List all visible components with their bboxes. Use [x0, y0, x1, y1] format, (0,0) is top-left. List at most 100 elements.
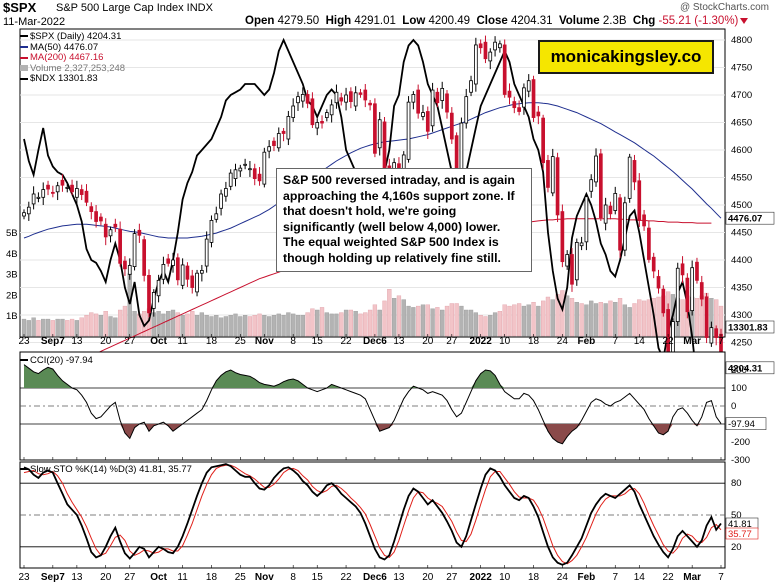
- volume-value: 2.3B: [602, 15, 627, 27]
- candle-body: [214, 213, 219, 220]
- volume-bar: [31, 317, 36, 337]
- volume-bar: [214, 315, 219, 337]
- price-tick-label: 4550: [731, 173, 752, 184]
- volume-bar: [122, 305, 128, 337]
- candle-body: [142, 239, 147, 276]
- candle-body: [84, 190, 89, 203]
- volume-bar: [492, 312, 498, 337]
- volume-tick-label: 3B: [6, 270, 18, 281]
- volume-bar: [565, 295, 570, 337]
- candle-body: [377, 119, 382, 149]
- candle-body: [459, 122, 464, 173]
- candle-body: [166, 258, 171, 264]
- volume-bar: [93, 313, 99, 337]
- date-tick-label: 22: [663, 572, 675, 583]
- date-tick-label: 8: [290, 572, 296, 583]
- candle-body: [123, 260, 127, 270]
- candle-body: [55, 185, 60, 193]
- sto-tick-label: 80: [731, 478, 742, 489]
- volume-bar: [526, 304, 531, 337]
- candle-body: [180, 264, 185, 286]
- price-axes: 4476.07 4204.31 13301.83: [725, 211, 775, 374]
- volume-bar: [286, 312, 291, 337]
- price-tick-label: 4400: [731, 255, 752, 266]
- candle-body: [512, 101, 517, 109]
- ndx-value-flag-box: [725, 320, 775, 334]
- candle-body: [132, 233, 137, 268]
- volume-bar: [377, 309, 382, 337]
- volume-bar: [425, 304, 430, 337]
- volume-bar: [435, 307, 440, 337]
- volume-bar: [372, 304, 378, 337]
- down-triangle-icon: [740, 17, 749, 24]
- sto-tick-label: 50: [731, 510, 742, 521]
- volume-bar: [55, 318, 60, 337]
- legend-swatch: [20, 359, 28, 362]
- volume-bar: [175, 312, 180, 337]
- volume-bar: [617, 298, 623, 337]
- candle-body: [440, 88, 445, 101]
- low-label: Low: [402, 15, 426, 27]
- date-tick-label: 27: [124, 336, 136, 347]
- candle-body: [200, 270, 204, 274]
- date-tick-label: Oct: [150, 572, 167, 583]
- date-tick-label: 20: [100, 572, 112, 583]
- candle-body: [680, 263, 685, 276]
- close-value: 4204.31: [511, 15, 553, 27]
- candle-body: [627, 156, 632, 199]
- main-legend: $SPX (Daily) 4204.31 MA(50) 4476.07 MA(2…: [20, 31, 125, 85]
- price-tick-label: 4750: [731, 63, 752, 74]
- volume-bar: [271, 315, 277, 337]
- volume-bar: [324, 312, 329, 337]
- cci-value-flag: -97.94: [728, 419, 755, 430]
- volume-bar: [497, 311, 503, 337]
- candle-body: [26, 206, 31, 215]
- date-tick-label: 15: [312, 336, 324, 347]
- candle-body: [522, 87, 526, 108]
- volume-bar: [45, 318, 51, 337]
- volume-bar: [69, 318, 75, 337]
- cci-line: [23, 364, 722, 445]
- candle-body: [647, 227, 651, 260]
- candle-body: [411, 94, 416, 103]
- legend-swatch: [20, 46, 28, 49]
- candle-body: [546, 160, 550, 188]
- candle-body: [603, 204, 608, 224]
- volume-bar: [613, 302, 618, 337]
- candle-body: [560, 211, 565, 263]
- volume-bar: [295, 315, 301, 337]
- brand-box: monicakingsley.co: [538, 40, 714, 74]
- date-tick-label: 7: [718, 572, 724, 583]
- candle-body: [666, 309, 670, 357]
- volume-bar: [478, 315, 483, 337]
- candle-body: [363, 89, 368, 101]
- candle-body: [656, 276, 661, 289]
- volume-tick-label: 4B: [6, 249, 18, 260]
- volume-bar: [516, 303, 522, 337]
- date-tick-label: 7: [718, 336, 724, 347]
- volume-bar: [108, 316, 113, 337]
- volume-bar: [223, 316, 229, 337]
- analysis-annotation: S&P 500 reversed intraday, and is again …: [276, 168, 532, 272]
- volume-bar: [598, 302, 603, 337]
- ma50-value-flag: 4476.07: [728, 214, 762, 225]
- volume-bar: [89, 312, 94, 337]
- candle-body: [483, 41, 488, 60]
- candle-body: [238, 167, 243, 172]
- volume-bar: [488, 315, 493, 337]
- high-label: High: [325, 15, 352, 27]
- volume-bar: [247, 316, 253, 337]
- candle-body: [243, 163, 247, 166]
- volume-bar: [185, 313, 190, 337]
- volume-bar: [363, 312, 368, 337]
- cci-tick-label: 200: [731, 365, 747, 376]
- volume-bar: [84, 315, 89, 337]
- candle-body: [291, 105, 296, 118]
- date-tick-label: 22: [663, 336, 675, 347]
- candle-body: [233, 169, 238, 180]
- volume-bar: [209, 316, 214, 337]
- candle-body: [421, 112, 425, 117]
- candle-body: [267, 146, 271, 152]
- candle-body: [300, 94, 305, 102]
